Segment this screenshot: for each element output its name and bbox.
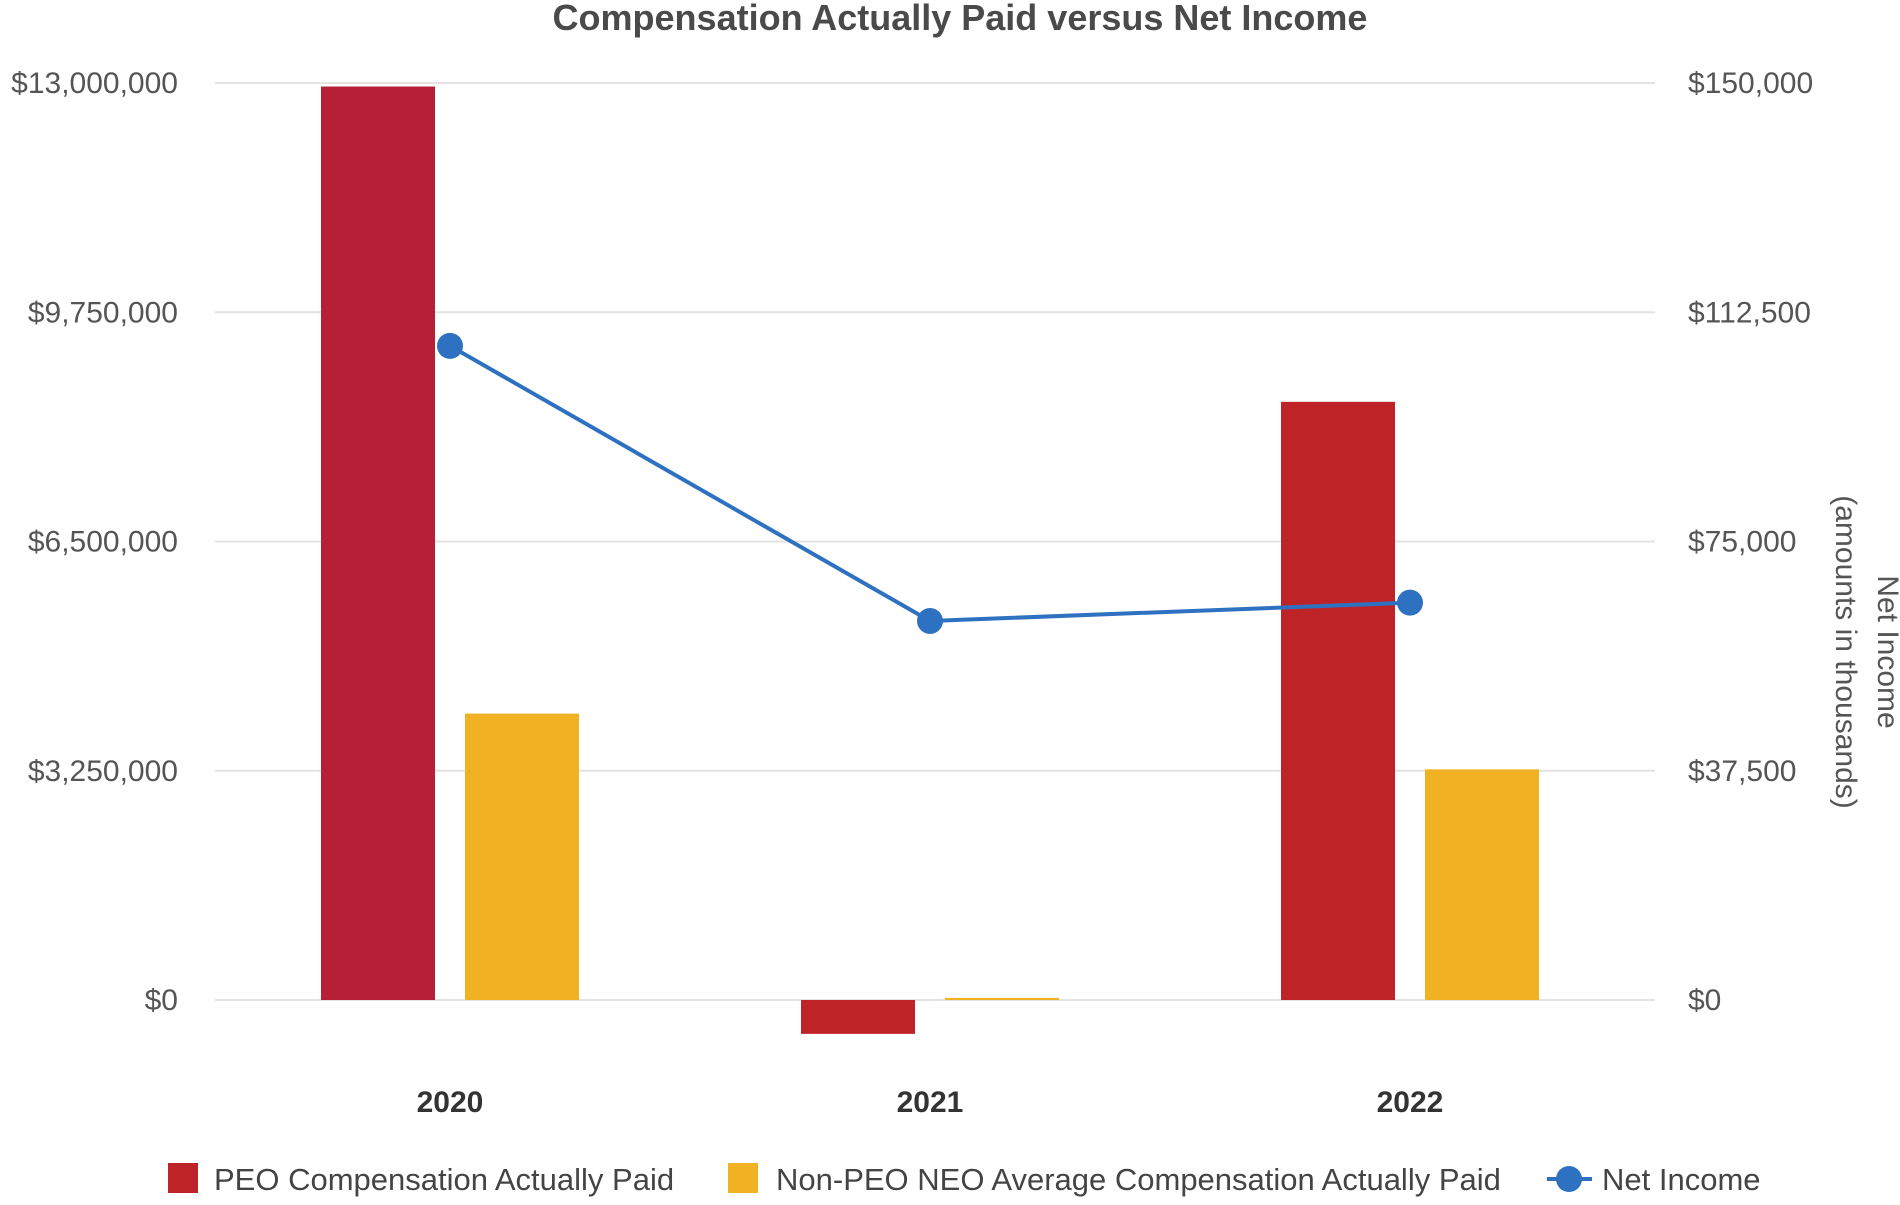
left-tick-label: $3,250,000 — [28, 755, 178, 788]
non-peo-bar-2020 — [465, 713, 579, 1000]
non-peo-bar-2021 — [945, 997, 1059, 1000]
legend-swatch-non-peo — [728, 1163, 758, 1193]
right-axis-title-line2: (amounts in thousands) — [1829, 495, 1862, 809]
legend-label-non-peo: Non-PEO NEO Average Compensation Actuall… — [776, 1162, 1501, 1197]
legend-swatch-peo — [168, 1163, 198, 1193]
legend-swatch-net-income-marker — [1556, 1166, 1582, 1192]
x-tick-label: 2022 — [1377, 1086, 1444, 1119]
legend-label-peo: PEO Compensation Actually Paid — [214, 1162, 674, 1197]
right-axis-ticks: $0 $37,500 $75,000 $112,500 $150,000 — [1688, 67, 1813, 1017]
left-tick-label: $6,500,000 — [28, 526, 178, 559]
peo-bar-2022 — [1281, 401, 1395, 1000]
legend-item-non-peo[interactable]: Non-PEO NEO Average Compensation Actuall… — [728, 1162, 1501, 1197]
left-tick-label: $13,000,000 — [11, 67, 178, 100]
non-peo-bar-2022 — [1425, 769, 1539, 1000]
net-income-point-2020 — [437, 332, 463, 359]
line-series — [437, 332, 1423, 634]
chart-title: Compensation Actually Paid versus Net In… — [553, 0, 1368, 38]
net-income-point-2021 — [917, 607, 943, 634]
legend-item-net-income[interactable]: Net Income — [1547, 1162, 1761, 1197]
right-tick-label: $150,000 — [1688, 67, 1813, 100]
peo-bar-2020 — [321, 86, 435, 1001]
bar-series — [321, 86, 1539, 1034]
right-axis-title-line1: Net Income — [1871, 575, 1900, 728]
x-tick-label: 2020 — [417, 1086, 484, 1119]
right-tick-label: $37,500 — [1688, 755, 1796, 788]
right-tick-label: $112,500 — [1688, 296, 1811, 329]
left-axis-ticks: $0 $3,250,000 $6,500,000 $9,750,000 $13,000,… — [11, 67, 178, 1017]
legend: PEO Compensation Actually Paid Non-PEO N… — [168, 1162, 1761, 1197]
legend-label-net-income: Net Income — [1602, 1162, 1761, 1197]
category-labels: 2020 2021 2022 — [417, 1086, 1444, 1119]
net-income-point-2022 — [1397, 589, 1423, 616]
right-tick-label: $0 — [1688, 984, 1721, 1017]
left-tick-label: $9,750,000 — [28, 296, 178, 329]
right-tick-label: $75,000 — [1688, 526, 1796, 559]
x-tick-label: 2021 — [897, 1086, 964, 1119]
legend-item-peo[interactable]: PEO Compensation Actually Paid — [168, 1162, 674, 1197]
gridlines — [215, 82, 1655, 1001]
left-tick-label: $0 — [145, 984, 178, 1017]
net-income-line — [449, 344, 1411, 623]
peo-bar-2021 — [801, 1000, 915, 1034]
